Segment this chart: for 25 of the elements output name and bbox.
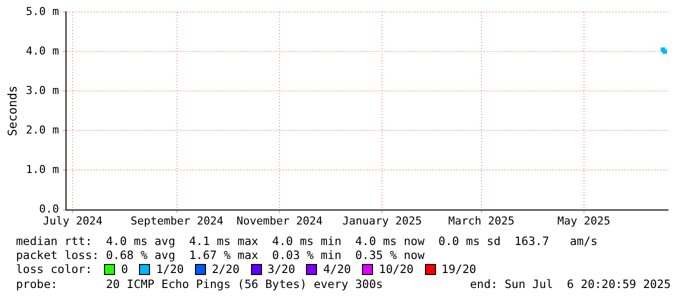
y-tick-label: 2.0 m [26, 124, 60, 137]
legend-label: 19/20 [442, 262, 476, 276]
text: packet loss: 0.68 % avg 1.67 % max 0.03 % min 0.35 % now [16, 248, 424, 262]
y-tick-label: 1.0 m [26, 163, 60, 176]
legend-label: 2/20 [212, 262, 240, 276]
x-tick-label: May 2025 [557, 214, 610, 228]
y-tick-label: 3.0 m [26, 84, 60, 97]
x-tick-label: November 2024 [236, 214, 323, 228]
y-tick-label: 5.0 m [26, 4, 60, 18]
text: median rtt: 4.0 ms avg 4.1 ms max 4.0 ms min 4.0 ms now 0.0 ms sd 163.7 am/s [16, 234, 598, 248]
legend-label: 10/20 [378, 262, 414, 276]
y-axis-title: Seconds [5, 86, 20, 136]
x-tick-label: March 2025 [448, 214, 514, 228]
legend-label: 0 [121, 262, 128, 276]
y-tick-label: 0.0 [39, 202, 59, 216]
y-tick-label: 4.0 m [26, 44, 60, 58]
legend-label: 4/20 [323, 262, 351, 276]
legend-label: 1/20 [156, 262, 184, 276]
x-tick-label: January 2025 [342, 214, 422, 228]
legend-title: loss color: [16, 262, 92, 276]
x-tick-label: September 2024 [130, 214, 224, 228]
x-tick-label: July 2024 [42, 214, 103, 228]
legend-label: 3/20 [268, 262, 296, 276]
text: probe: 20 ICMP Echo Pings (56 Bytes) every 300s [16, 277, 383, 291]
text: end: Sun Jul 6 20:20:59 2025 [470, 277, 671, 291]
